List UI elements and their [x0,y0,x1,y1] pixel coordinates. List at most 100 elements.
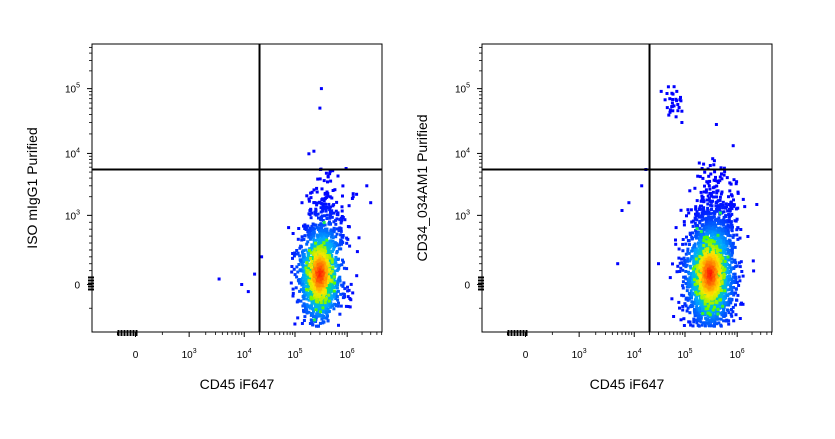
outlier-point [640,184,644,188]
event-point [720,281,724,285]
event-point [312,188,316,192]
event-point [305,194,309,198]
event-point [695,321,699,325]
event-point [315,255,319,259]
event-point [685,289,689,293]
event-point [687,320,691,324]
event-point [706,267,710,271]
event-point [695,224,698,228]
event-point [333,269,336,273]
event-point [313,259,317,263]
event-point [729,301,733,305]
event-point [341,292,345,296]
event-point [688,189,692,193]
event-point [295,252,299,256]
x-tick-label: 105 [287,348,302,361]
offscale-events-y [88,288,94,291]
event-point [315,312,319,316]
event-point [728,234,732,238]
event-point [306,230,310,234]
event-point [730,207,734,211]
event-point [711,315,715,319]
event-point [289,281,293,285]
event-point [312,315,315,318]
x-tick-label: 105 [677,348,692,361]
event-point [723,313,727,317]
event-point [333,241,337,245]
event-point [677,300,681,304]
event-point [333,279,337,283]
event-point [304,277,308,281]
event-point [713,222,716,226]
event-point [710,324,714,328]
event-point [319,314,323,317]
event-point [727,319,731,323]
event-point [311,312,315,316]
event-point [319,232,323,236]
event-point [314,245,318,248]
event-point [311,323,315,327]
event-point [678,306,681,310]
event-point [712,322,716,326]
event-point [710,227,714,230]
event-point [677,256,681,260]
event-point [312,230,316,234]
event-point [698,274,702,278]
event-point [707,238,711,242]
event-point [709,192,713,195]
event-point [325,254,329,258]
event-point [713,307,717,311]
outlier-point [616,262,620,266]
event-point [309,236,312,240]
event-point [693,216,697,220]
event-point [717,204,721,208]
event-point [710,299,714,303]
event-point [705,286,709,289]
event-point [722,210,726,214]
event-point [314,292,317,296]
event-point [332,220,336,224]
event-point [325,292,329,296]
event-point [730,291,734,295]
event-point [695,288,699,292]
event-point [706,247,710,251]
event-point [734,291,738,295]
event-point [717,281,721,285]
event-point [690,220,694,224]
event-point [295,249,299,252]
event-point [705,318,709,322]
event-point [732,319,736,323]
event-point [677,106,681,109]
event-point [715,275,719,279]
event-point [293,273,297,277]
event-point [701,196,705,200]
event-point [333,302,336,306]
event-point [337,228,341,232]
event-point [726,282,730,286]
event-point [735,281,739,284]
event-point [325,304,329,308]
event-point [330,196,334,200]
event-point [305,256,309,260]
event-point [325,217,329,220]
event-point [320,297,324,301]
event-point [719,324,723,328]
event-point [291,232,295,235]
event-point [732,293,736,297]
offscale-events-y [478,276,484,279]
event-point [327,202,331,206]
event-point [313,263,317,267]
event-point [312,279,316,283]
event-point [338,278,342,282]
x-tick-label: 104 [627,348,642,361]
event-point [708,263,712,267]
event-point [698,265,702,269]
event-point [721,256,725,260]
event-point [312,149,316,153]
event-point [699,284,703,288]
event-point [717,279,721,283]
event-point [704,237,708,241]
event-point [699,230,703,234]
scatter-points [478,85,759,336]
